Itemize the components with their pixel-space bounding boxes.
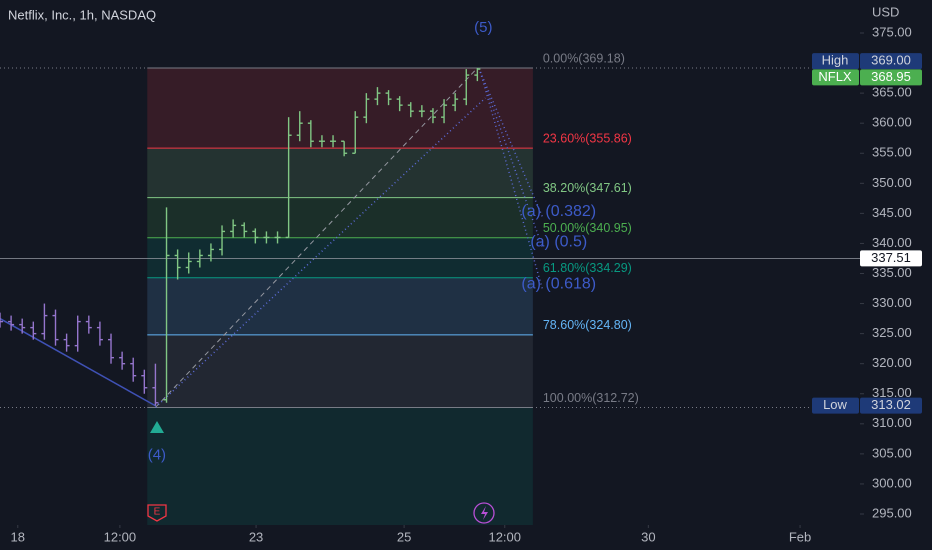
wave-label: (a) (0.382)	[521, 203, 596, 220]
x-tick-label: 25	[397, 529, 411, 544]
fib-zone	[147, 277, 533, 335]
price-tag-name: NFLX	[818, 69, 852, 84]
event-bolt	[481, 506, 488, 520]
price-tag-name: High	[822, 53, 849, 68]
fib-zone-lower	[147, 407, 533, 525]
y-tick-label: 335.00	[872, 265, 912, 280]
y-tick-label: 365.00	[872, 85, 912, 100]
y-tick-label: 325.00	[872, 325, 912, 340]
y-tick-label: 375.00	[872, 24, 912, 39]
y-tick-label: 305.00	[872, 445, 912, 460]
trend-line	[0, 317, 156, 407]
wave-label: (a) (0.618)	[521, 276, 596, 293]
fib-zone	[147, 197, 533, 238]
y-tick-label: 355.00	[872, 145, 912, 160]
y-tick-label: 350.00	[872, 175, 912, 190]
y-tick-label: 360.00	[872, 115, 912, 130]
fib-zone	[147, 334, 533, 408]
wave-line	[155, 67, 478, 408]
y-tick-label: 300.00	[872, 475, 912, 490]
y-tick-label: 345.00	[872, 205, 912, 220]
axis-unit: USD	[872, 4, 899, 19]
event-icon	[473, 502, 495, 524]
x-tick-label: 30	[641, 529, 655, 544]
price-tag-box	[860, 250, 922, 267]
signal-arrow	[150, 421, 164, 433]
price-tag-name: Low	[823, 397, 847, 412]
fib-label: 100.00%(312.72)	[543, 391, 639, 405]
chart-title: Netflix, Inc., 1h, NASDAQ	[8, 7, 156, 22]
x-tick-label: 23	[249, 529, 263, 544]
price-tag-box	[860, 397, 922, 414]
fib-label: 38.20%(347.61)	[543, 181, 632, 195]
fib-label: 23.60%(355.86)	[543, 131, 632, 145]
fib-zone	[147, 237, 533, 278]
fib-zone	[147, 148, 533, 198]
wave-label: (5)	[474, 19, 492, 36]
fib-zone	[147, 67, 533, 149]
price-tag-box	[860, 69, 922, 86]
fib-label: 50.00%(340.95)	[543, 221, 632, 235]
fib-label: 61.80%(334.29)	[543, 261, 632, 275]
price-tag-name-box	[812, 69, 859, 86]
price-tag-value: 337.51	[871, 250, 911, 265]
y-tick-label: 320.00	[872, 355, 912, 370]
price-tag-value: 368.95	[871, 69, 911, 84]
price-tag-name-box	[812, 397, 859, 414]
y-tick-label: 295.00	[872, 505, 912, 520]
price-tag-value: 369.00	[871, 53, 911, 68]
fib-label: 78.60%(324.80)	[543, 318, 632, 332]
earnings-icon	[147, 504, 167, 522]
x-tick-label: 18	[11, 529, 25, 544]
x-tick-label: 12:00	[104, 529, 137, 544]
price-tag-name-box	[812, 53, 859, 70]
price-tag-box	[860, 53, 922, 70]
x-tick-label: Feb	[789, 529, 811, 544]
wave-label: (4)	[148, 447, 166, 464]
y-tick-label: 315.00	[872, 385, 912, 400]
y-tick-label: 310.00	[872, 415, 912, 430]
x-tick-label: 12:00	[488, 529, 521, 544]
price-tag-value: 313.02	[871, 397, 911, 412]
wave-label: (a) (0.5)	[530, 233, 587, 250]
y-tick-label: 340.00	[872, 235, 912, 250]
earnings-letter: E	[154, 507, 161, 518]
wave-line	[154, 97, 486, 409]
y-tick-label: 330.00	[872, 295, 912, 310]
fib-label: 0.00%(369.18)	[543, 51, 625, 65]
